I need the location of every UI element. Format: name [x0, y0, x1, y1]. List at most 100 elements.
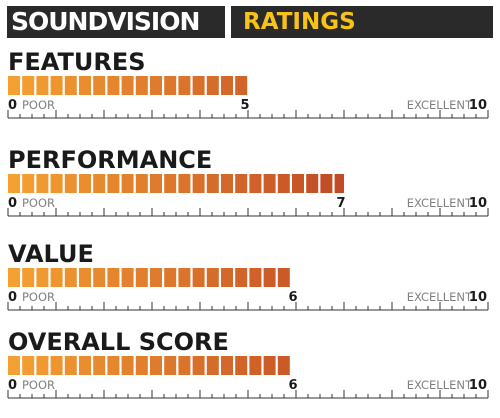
- bar-segment-overall-score: [22, 356, 35, 375]
- bar-segment-value: [64, 268, 77, 287]
- bar-segment-performance: [107, 174, 120, 193]
- bar-segment-performance: [150, 174, 162, 193]
- bar-segment-value: [178, 268, 191, 287]
- bar-segment-overall-score: [235, 356, 248, 375]
- bar-segment-overall-score: [192, 356, 205, 375]
- bar-segment-features: [192, 76, 205, 95]
- bar-segment-features: [150, 76, 162, 95]
- poor-label-value: POOR: [22, 290, 55, 304]
- bar-segment-overall-score: [8, 356, 20, 375]
- bar-segment-value: [79, 268, 91, 287]
- category-title-performance: PERFORMANCE: [8, 146, 212, 174]
- bar-segment-value: [164, 268, 177, 287]
- bar-segment-value: [135, 268, 148, 287]
- bar-segment-performance: [8, 174, 20, 193]
- bar-segment-performance: [64, 174, 77, 193]
- category-title-value: VALUE: [8, 240, 94, 268]
- bar-segment-performance: [221, 174, 233, 193]
- bar-segment-performance: [22, 174, 35, 193]
- excellent-label-value: EXCELLENT: [407, 290, 473, 304]
- bar-segment-value: [36, 268, 49, 287]
- axis-min-label-value: 0: [8, 290, 17, 305]
- excellent-label-overall-score: EXCELLENT: [407, 378, 473, 392]
- bar-segment-overall-score: [249, 356, 262, 375]
- bar-segment-features: [235, 76, 248, 95]
- bar-segment-overall-score: [206, 356, 219, 375]
- bar-segment-performance: [164, 174, 177, 193]
- bar-segment-value: [263, 268, 276, 287]
- bar-segment-features: [93, 76, 106, 95]
- bar-segment-performance: [79, 174, 91, 193]
- bar-segment-performance: [135, 174, 148, 193]
- bar-segment-performance: [334, 174, 344, 193]
- bar-segment-value: [22, 268, 35, 287]
- bar-segment-features: [221, 76, 233, 95]
- bar-segment-performance: [263, 174, 276, 193]
- axis-min-label-overall-score: 0: [8, 378, 17, 393]
- axis-max-label-overall-score: 10: [469, 378, 487, 393]
- bar-segment-performance: [235, 174, 248, 193]
- axis-min-label-performance: 0: [8, 196, 17, 211]
- bar-segment-overall-score: [164, 356, 177, 375]
- bar-segment-value: [206, 268, 219, 287]
- bar-segment-overall-score: [277, 356, 290, 375]
- bar-segment-value: [150, 268, 162, 287]
- header-title: RATINGS: [243, 9, 356, 35]
- bar-segment-features: [64, 76, 77, 95]
- bar-segment-value: [277, 268, 290, 287]
- bar-segment-overall-score: [135, 356, 148, 375]
- bar-segment-overall-score: [178, 356, 191, 375]
- excellent-label-features: EXCELLENT: [407, 98, 473, 112]
- bar-segment-overall-score: [221, 356, 233, 375]
- bar-segment-overall-score: [50, 356, 63, 375]
- poor-label-features: POOR: [22, 98, 55, 112]
- bar-segment-performance: [292, 174, 304, 193]
- poor-label-overall-score: POOR: [22, 378, 55, 392]
- category-title-features: FEATURES: [8, 48, 146, 76]
- bar-segment-value: [93, 268, 106, 287]
- brand-logo: SOUNDVISION: [11, 7, 200, 36]
- bar-segment-features: [8, 76, 20, 95]
- bar-segment-value: [235, 268, 248, 287]
- axis-min-label-features: 0: [8, 98, 17, 113]
- header-divider: [225, 6, 231, 38]
- bar-segment-value: [107, 268, 120, 287]
- bar-segment-features: [36, 76, 49, 95]
- bar-segment-value: [249, 268, 262, 287]
- bar-segment-features: [79, 76, 91, 95]
- bar-segment-features: [50, 76, 63, 95]
- bar-segment-value: [8, 268, 20, 287]
- axis-max-label-value: 10: [469, 290, 487, 305]
- value-label-performance: 7: [336, 196, 345, 211]
- bar-segment-performance: [277, 174, 290, 193]
- excellent-label-performance: EXCELLENT: [407, 196, 473, 210]
- bar-segment-overall-score: [36, 356, 49, 375]
- bar-segment-features: [135, 76, 148, 95]
- bar-segment-features: [206, 76, 219, 95]
- bar-segment-performance: [36, 174, 49, 193]
- poor-label-performance: POOR: [22, 196, 55, 210]
- bar-segment-performance: [178, 174, 191, 193]
- bar-segment-value: [50, 268, 63, 287]
- bar-segment-overall-score: [263, 356, 276, 375]
- bar-segment-features: [107, 76, 120, 95]
- value-label-value: 6: [288, 290, 297, 305]
- bar-segment-performance: [206, 174, 219, 193]
- bar-segment-performance: [50, 174, 63, 193]
- bar-segment-features: [178, 76, 191, 95]
- bar-segment-performance: [306, 174, 319, 193]
- bar-segment-value: [192, 268, 205, 287]
- ratings-header: SOUNDVISION RATINGS: [7, 6, 493, 38]
- bar-segment-overall-score: [150, 356, 162, 375]
- axis-max-label-features: 10: [469, 98, 487, 113]
- value-label-features: 5: [240, 98, 249, 113]
- bar-segment-performance: [249, 174, 262, 193]
- bar-segment-features: [164, 76, 177, 95]
- bar-segment-overall-score: [121, 356, 134, 375]
- bar-segment-features: [22, 76, 35, 95]
- bar-segment-overall-score: [93, 356, 106, 375]
- bar-segment-performance: [192, 174, 205, 193]
- bar-segment-performance: [320, 174, 333, 193]
- bar-segment-value: [121, 268, 134, 287]
